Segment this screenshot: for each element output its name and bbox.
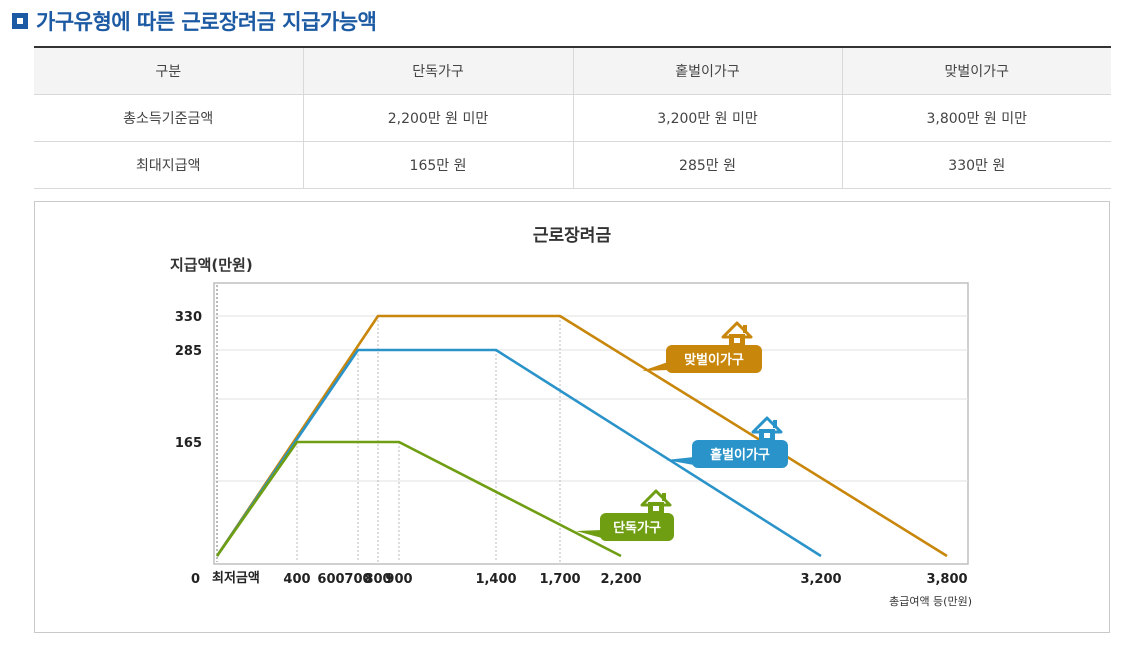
callout-box — [692, 440, 788, 468]
x-tick-label: 3,800 — [926, 572, 967, 587]
table-header-cell: 구분 — [34, 46, 304, 95]
table-row: 최대지급액 165만 원 285만 원 330만 원 — [34, 141, 1111, 189]
house-icon — [751, 416, 783, 441]
house-icon — [640, 489, 672, 514]
table-header-cell: 홑벌이가구 — [573, 46, 843, 95]
x-tick-label: 1,400 — [475, 572, 516, 587]
x-tick-label: 1,700 — [539, 572, 580, 587]
series-callout: 맞벌이가구 — [642, 321, 762, 373]
min-amount-label: 최저금액 — [212, 571, 260, 586]
callout-pointer — [666, 457, 694, 465]
info-table: 구분 단독가구 홑벌이가구 맞벌이가구 총소득기준금액 2,200만 원 미만 … — [34, 46, 1111, 189]
page-title: 가구유형에 따른 근로장려금 지급가능액 — [12, 4, 377, 38]
table-cell: 330만 원 — [842, 141, 1111, 189]
x-tick-label: 600 — [317, 572, 344, 587]
table-row: 총소득기준금액 2,200만 원 미만 3,200만 원 미만 3,800만 원… — [34, 94, 1111, 142]
table-cell: 285만 원 — [573, 141, 843, 189]
table-cell: 3,200만 원 미만 — [573, 94, 843, 142]
series-callout: 단독가구 — [576, 489, 674, 541]
page-title-text: 가구유형에 따른 근로장려금 지급가능액 — [36, 10, 377, 34]
legend-label: 홑벌이가구 — [710, 447, 770, 463]
callout-pointer — [642, 362, 668, 371]
chart-panel — [34, 201, 1110, 633]
x-tick-label: 3,200 — [800, 572, 841, 587]
x-tick-label: 900 — [385, 572, 412, 587]
table-cell: 2,200만 원 미만 — [303, 94, 574, 142]
table-header-row: 구분 단독가구 홑벌이가구 맞벌이가구 — [34, 46, 1111, 95]
house-icon — [721, 321, 753, 346]
callout-box — [666, 345, 762, 373]
legend-label: 맞벌이가구 — [684, 352, 744, 368]
callout-pointer — [576, 530, 602, 538]
table-header-cell: 맞벌이가구 — [842, 46, 1111, 95]
series-line — [215, 314, 948, 558]
origin-label: 0 — [191, 572, 200, 587]
y-tick-label: 165 — [175, 436, 202, 451]
x-tick-label: 700 — [344, 572, 371, 587]
table-cell: 최대지급액 — [34, 141, 304, 189]
table-cell: 165만 원 — [303, 141, 574, 189]
table-header-cell: 단독가구 — [303, 46, 574, 95]
table-cell: 3,800만 원 미만 — [842, 94, 1111, 142]
y-tick-label: 285 — [175, 344, 202, 359]
series-callout: 홑벌이가구 — [666, 416, 788, 468]
legend-label: 단독가구 — [613, 520, 661, 536]
y-axis-label: 지급액(만원) — [170, 256, 253, 274]
square-bullet-icon — [12, 13, 28, 29]
table-cell: 총소득기준금액 — [34, 94, 304, 142]
series-line — [215, 440, 622, 558]
x-axis-label: 총급여액 등(만원) — [889, 595, 972, 608]
callout-box — [600, 513, 674, 541]
x-tick-label: 800 — [364, 572, 391, 587]
x-tick-label: 2,200 — [600, 572, 641, 587]
series-line — [215, 348, 822, 558]
plot-area — [213, 282, 969, 565]
x-tick-label: 400 — [283, 572, 310, 587]
y-tick-label: 330 — [175, 310, 202, 325]
chart-title: 근로장려금 — [533, 226, 612, 246]
